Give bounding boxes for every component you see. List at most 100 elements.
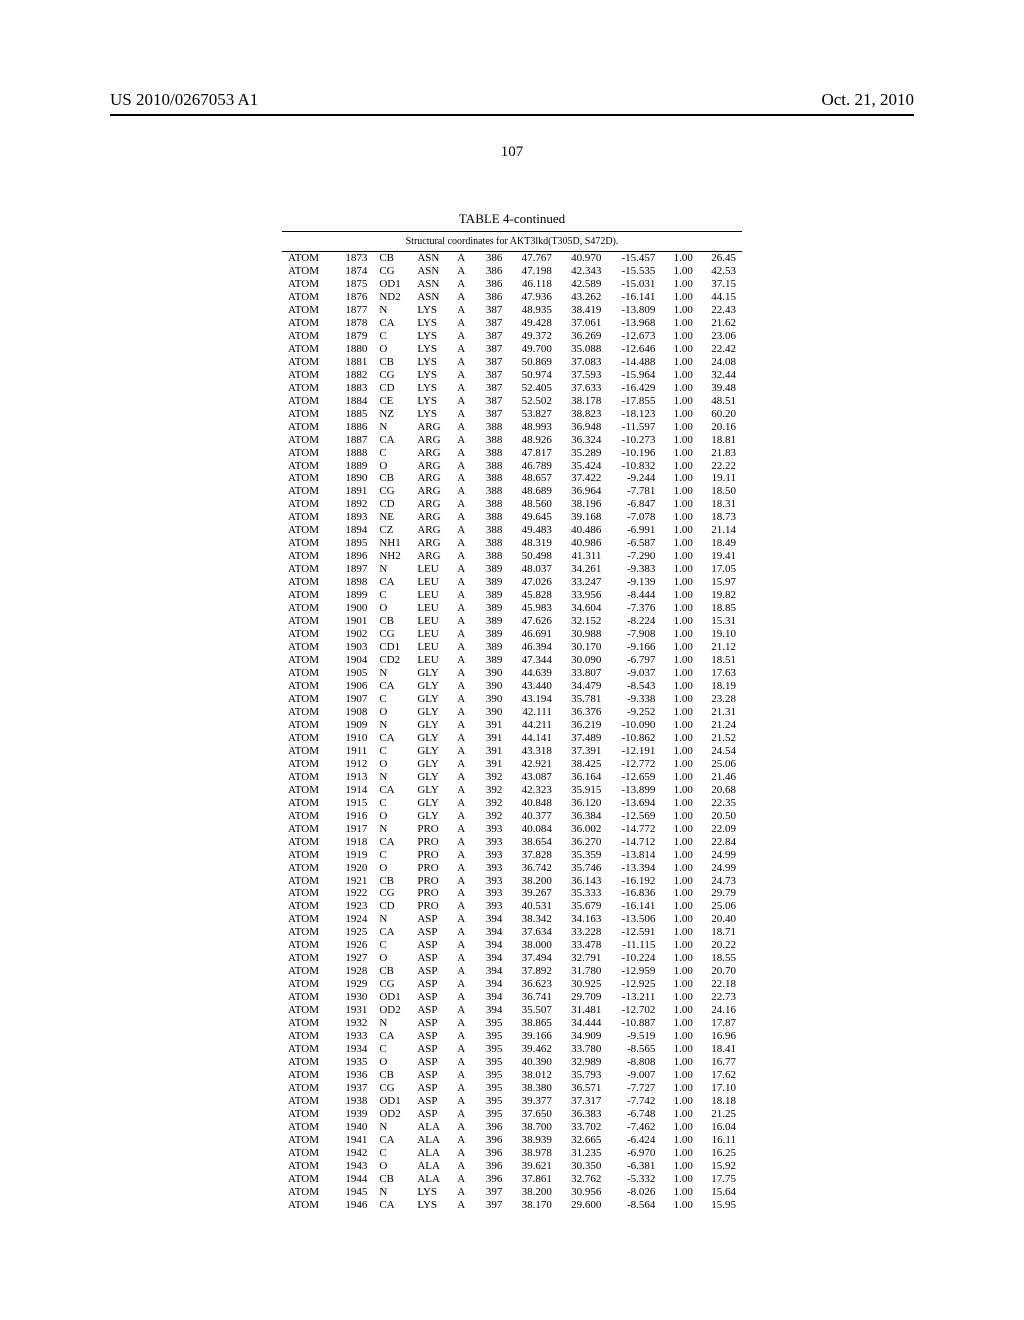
cell: 1.00: [661, 278, 698, 291]
cell: 20.50: [699, 810, 742, 823]
cell: 32.762: [558, 1173, 608, 1186]
cell: 39.168: [558, 511, 608, 524]
cell: 42.589: [558, 278, 608, 291]
cell: -6.748: [607, 1108, 661, 1121]
cell: 39.377: [508, 1095, 558, 1108]
cell: 1884: [333, 395, 374, 408]
cell: 1.00: [661, 1199, 698, 1212]
cell: 41.311: [558, 550, 608, 563]
cell: 1.00: [661, 693, 698, 706]
cell: 1930: [333, 991, 374, 1004]
cell: 31.780: [558, 965, 608, 978]
publication-date: Oct. 21, 2010: [821, 90, 914, 110]
cell: -14.712: [607, 836, 661, 849]
cell: 46.394: [508, 641, 558, 654]
cell: 33.702: [558, 1121, 608, 1134]
cell: 1875: [333, 278, 374, 291]
cell: ATOM: [282, 1199, 333, 1212]
cell: 1901: [333, 615, 374, 628]
cell: 34.604: [558, 602, 608, 615]
cell: 1906: [333, 680, 374, 693]
cell: 1.00: [661, 1108, 698, 1121]
cell: 1879: [333, 330, 374, 343]
cell: 22.35: [699, 797, 742, 810]
cell: -12.659: [607, 771, 661, 784]
cell: 1.00: [661, 1043, 698, 1056]
cell: 392: [475, 771, 508, 784]
cell: ATOM: [282, 1056, 333, 1069]
cell: -7.462: [607, 1121, 661, 1134]
cell: ASP: [411, 965, 451, 978]
cell: ATOM: [282, 485, 333, 498]
cell: GLY: [411, 719, 451, 732]
cell: 38.939: [508, 1134, 558, 1147]
cell: 1917: [333, 823, 374, 836]
cell: -7.290: [607, 550, 661, 563]
cell: PRO: [411, 887, 451, 900]
cell: ARG: [411, 460, 451, 473]
cell: 36.143: [558, 875, 608, 888]
cell: 1914: [333, 784, 374, 797]
cell: CB: [373, 965, 411, 978]
cell: 1900: [333, 602, 374, 615]
cell: 36.571: [558, 1082, 608, 1095]
cell: O: [373, 460, 411, 473]
cell: 1.00: [661, 485, 698, 498]
table-row: ATOM1896NH2ARGA38850.49841.311-7.2901.00…: [282, 550, 742, 563]
cell: 21.12: [699, 641, 742, 654]
cell: N: [373, 304, 411, 317]
cell: -12.646: [607, 343, 661, 356]
cell: 35.781: [558, 693, 608, 706]
cell: 18.51: [699, 654, 742, 667]
table-row: ATOM1940NALAA39638.70033.702-7.4621.0016…: [282, 1121, 742, 1134]
cell: ATOM: [282, 278, 333, 291]
cell: 39.621: [508, 1160, 558, 1173]
cell: C: [373, 1043, 411, 1056]
cell: 22.43: [699, 304, 742, 317]
cell: 1877: [333, 304, 374, 317]
cell: 395: [475, 1082, 508, 1095]
cell: CB: [373, 356, 411, 369]
cell: 1944: [333, 1173, 374, 1186]
cell: 394: [475, 991, 508, 1004]
cell: 392: [475, 784, 508, 797]
cell: A: [451, 369, 475, 382]
cell: 18.18: [699, 1095, 742, 1108]
cell: 30.350: [558, 1160, 608, 1173]
cell: 44.639: [508, 667, 558, 680]
atom-table: ATOM1873CBASNA38647.76740.970-15.4571.00…: [282, 252, 742, 1212]
cell: 1.00: [661, 252, 698, 265]
cell: -6.424: [607, 1134, 661, 1147]
cell: 38.178: [558, 395, 608, 408]
cell: CZ: [373, 524, 411, 537]
cell: -7.742: [607, 1095, 661, 1108]
cell: 48.993: [508, 421, 558, 434]
cell: 35.507: [508, 1004, 558, 1017]
cell: N: [373, 771, 411, 784]
cell: 1920: [333, 862, 374, 875]
cell: 1.00: [661, 849, 698, 862]
cell: 35.915: [558, 784, 608, 797]
cell: 391: [475, 758, 508, 771]
cell: 1895: [333, 537, 374, 550]
cell: 1925: [333, 926, 374, 939]
cell: 1.00: [661, 576, 698, 589]
cell: A: [451, 382, 475, 395]
cell: N: [373, 1017, 411, 1030]
cell: 1898: [333, 576, 374, 589]
cell: ATOM: [282, 460, 333, 473]
cell: -8.565: [607, 1043, 661, 1056]
cell: 1.00: [661, 330, 698, 343]
cell: 1941: [333, 1134, 374, 1147]
cell: -7.078: [607, 511, 661, 524]
cell: 35.088: [558, 343, 608, 356]
cell: ATOM: [282, 849, 333, 862]
cell: 42.323: [508, 784, 558, 797]
cell: 42.921: [508, 758, 558, 771]
cell: ATOM: [282, 1082, 333, 1095]
cell: LYS: [411, 395, 451, 408]
cell: 38.865: [508, 1017, 558, 1030]
cell: 38.170: [508, 1199, 558, 1212]
cell: CB: [373, 615, 411, 628]
cell: 388: [475, 550, 508, 563]
